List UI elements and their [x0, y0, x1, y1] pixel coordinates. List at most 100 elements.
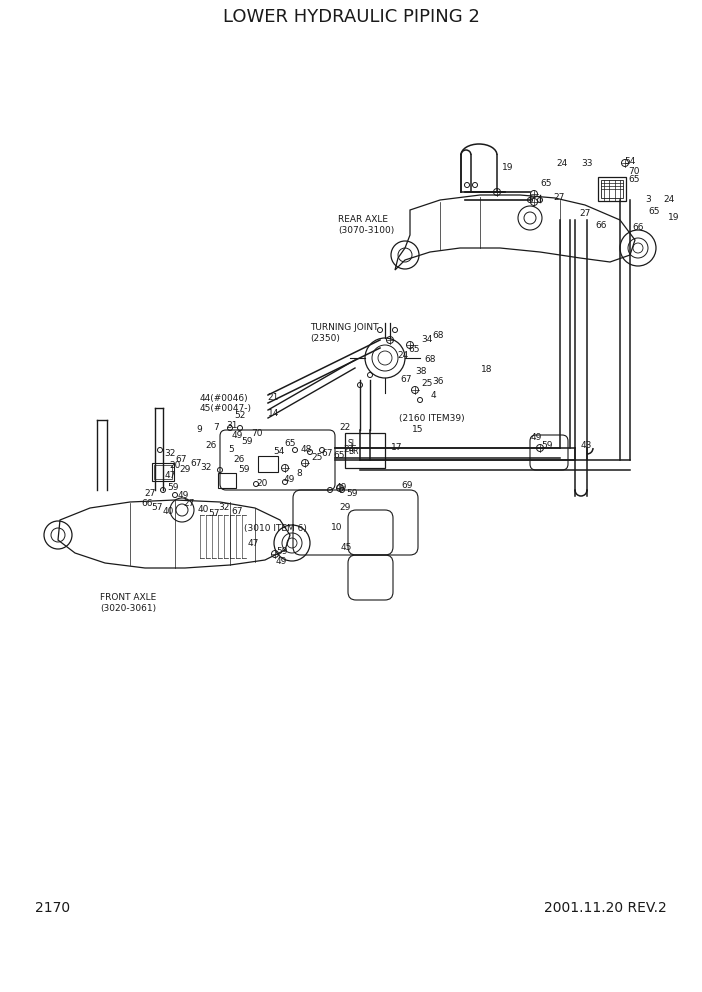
Text: 67: 67	[321, 448, 333, 457]
Text: 29: 29	[179, 464, 190, 473]
Text: 27: 27	[144, 488, 155, 498]
Bar	[218, 473, 236, 488]
Text: 47: 47	[165, 470, 176, 479]
Text: 59: 59	[541, 441, 552, 450]
Text: 49: 49	[531, 434, 543, 442]
Text: 15: 15	[412, 426, 423, 434]
Text: BR: BR	[348, 446, 359, 455]
Text: 48: 48	[301, 445, 312, 454]
Bar	[601, 180, 623, 198]
Text: 31: 31	[226, 421, 237, 430]
Text: 66: 66	[632, 222, 644, 231]
Text: 38: 38	[415, 366, 427, 376]
Text: 67: 67	[231, 508, 242, 517]
Text: 49: 49	[276, 558, 287, 566]
Text: 24: 24	[397, 350, 409, 359]
Text: 29: 29	[339, 504, 350, 513]
Text: 32: 32	[218, 504, 230, 513]
Text: FRONT AXLE: FRONT AXLE	[100, 593, 157, 602]
Text: 14: 14	[268, 409, 279, 418]
Text: REAR AXLE: REAR AXLE	[338, 215, 388, 224]
Text: 25: 25	[421, 379, 432, 388]
Text: LOWER HYDRAULIC PIPING 2: LOWER HYDRAULIC PIPING 2	[223, 8, 479, 26]
Bar	[345, 433, 385, 468]
Text: 7: 7	[213, 424, 219, 433]
Text: 27: 27	[553, 193, 564, 202]
Text: 4: 4	[431, 392, 437, 401]
Text: (3070-3100): (3070-3100)	[338, 225, 395, 234]
Text: 17: 17	[391, 442, 402, 451]
Text: 24: 24	[343, 445, 355, 454]
Text: 66: 66	[595, 220, 607, 229]
Text: 68: 68	[432, 331, 444, 340]
Text: 54: 54	[624, 157, 635, 166]
Text: 45: 45	[341, 544, 352, 553]
Text: 43: 43	[581, 441, 592, 450]
Text: 3: 3	[645, 195, 651, 204]
Text: 44(#0046): 44(#0046)	[200, 395, 249, 404]
Text: 32: 32	[200, 463, 211, 472]
Bar	[152, 463, 174, 481]
Text: 49: 49	[336, 483, 347, 492]
Text: 69: 69	[401, 481, 413, 490]
Text: 68: 68	[424, 355, 435, 364]
Text: 8: 8	[296, 468, 302, 477]
Text: 19: 19	[668, 212, 680, 221]
Text: 45(#0047-): 45(#0047-)	[200, 405, 252, 414]
Text: (3020-3061): (3020-3061)	[100, 603, 156, 612]
Text: 2170: 2170	[35, 901, 70, 915]
Text: 59: 59	[346, 488, 357, 498]
Text: 59: 59	[238, 465, 249, 474]
Text: 21: 21	[267, 393, 279, 402]
Text: 70: 70	[251, 429, 263, 437]
Text: 36: 36	[432, 377, 444, 386]
Text: 19: 19	[502, 164, 513, 173]
Text: 34: 34	[421, 334, 432, 343]
Text: 65: 65	[333, 450, 345, 459]
Text: 67: 67	[190, 459, 201, 468]
Text: (2160 ITEM39): (2160 ITEM39)	[399, 414, 465, 423]
Text: 20: 20	[169, 461, 180, 470]
Text: 57: 57	[151, 504, 162, 513]
Text: 26: 26	[233, 455, 244, 464]
Text: (2350): (2350)	[310, 333, 340, 342]
Text: 67: 67	[175, 454, 187, 463]
Text: 52: 52	[234, 412, 246, 421]
Text: 20: 20	[256, 478, 267, 487]
Text: 59: 59	[241, 436, 253, 445]
Text: 49: 49	[232, 432, 244, 440]
Text: 59: 59	[167, 483, 178, 492]
Bar	[154, 465, 172, 479]
Text: (3010 ITEM 6): (3010 ITEM 6)	[244, 524, 307, 533]
Text: 32: 32	[164, 448, 176, 457]
Text: 49: 49	[178, 491, 190, 501]
Text: 24: 24	[663, 195, 674, 204]
Text: 33: 33	[581, 159, 592, 168]
Text: 49: 49	[284, 475, 296, 484]
Text: 57: 57	[208, 509, 220, 518]
Text: 25: 25	[311, 453, 322, 462]
Text: 65: 65	[284, 438, 296, 447]
Text: 22: 22	[339, 424, 350, 433]
Text: 18: 18	[481, 365, 493, 375]
Text: 66: 66	[141, 499, 152, 508]
Text: 65: 65	[540, 180, 552, 188]
Text: 59: 59	[276, 548, 288, 557]
Text: 67: 67	[400, 375, 411, 384]
Text: 9: 9	[196, 426, 201, 434]
Text: 40: 40	[198, 506, 209, 515]
Text: SL: SL	[348, 438, 357, 447]
Text: 27: 27	[183, 499, 194, 508]
Text: 24: 24	[556, 159, 567, 168]
Text: 54: 54	[273, 446, 284, 455]
Text: TURNING JOINT: TURNING JOINT	[310, 323, 378, 332]
Text: 65: 65	[648, 207, 659, 216]
Bar	[598, 177, 626, 201]
Text: 47: 47	[248, 539, 259, 548]
Text: 70: 70	[628, 168, 640, 177]
Text: 65: 65	[628, 176, 640, 185]
Text: 65: 65	[408, 344, 420, 353]
Text: 40: 40	[163, 507, 174, 516]
Text: 2001.11.20 REV.2: 2001.11.20 REV.2	[544, 901, 667, 915]
Text: 26: 26	[205, 441, 216, 450]
